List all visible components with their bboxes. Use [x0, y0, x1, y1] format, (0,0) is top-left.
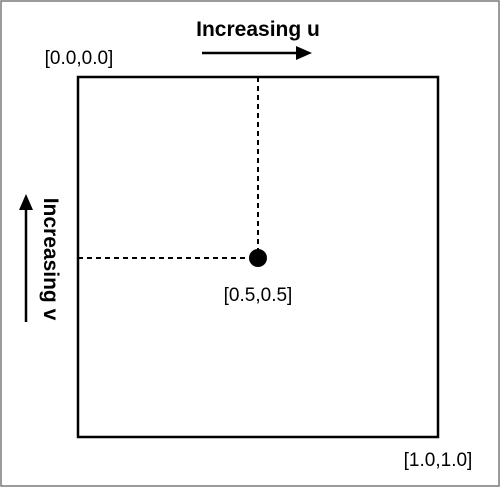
u-axis-label: Increasing u [196, 18, 320, 41]
top-left-coordinate-label: [0.0,0.0] [45, 48, 114, 69]
bottom-right-coordinate-label: [1.0,1.0] [404, 450, 473, 471]
v-axis-label: Increasing v [39, 198, 62, 321]
center-point-marker [249, 249, 267, 267]
center-coordinate-label: [0.5,0.5] [224, 285, 293, 306]
